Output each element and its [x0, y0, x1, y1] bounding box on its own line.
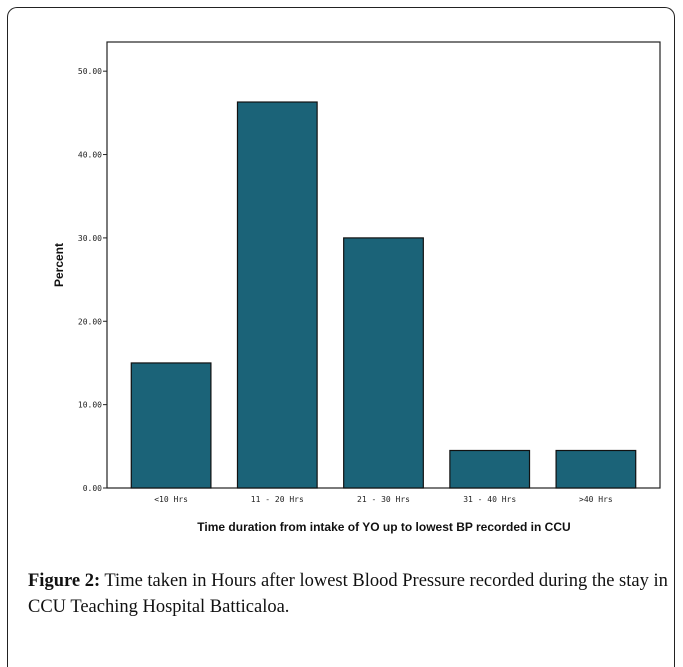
bar	[449, 449, 531, 489]
caption-text: Time taken in Hours after lowest Blood P…	[28, 571, 668, 617]
y-tick-label: 30.00	[78, 234, 102, 243]
bar	[130, 362, 212, 489]
y-tick-label: 20.00	[78, 317, 102, 326]
x-axis-title: Time duration from intake of YO up to lo…	[197, 520, 570, 534]
x-tick-label: >40 Hrs	[579, 495, 613, 504]
bar-chart: 0.00 10.00 20.00 30.00 40.00 50.00 <10 Hrs 11 …	[52, 41, 661, 534]
x-axis: <10 Hrs 11 - 20 Hrs 21 - 30 Hrs 31 - 40 Hrs…	[154, 495, 613, 504]
y-tick-label: 10.00	[78, 401, 102, 410]
bar	[236, 101, 318, 489]
y-tick-label: 0.00	[83, 484, 102, 493]
y-axis-title: Percent	[52, 243, 66, 287]
figure-label: Figure 2:	[28, 571, 101, 591]
x-tick-label: 21 - 30 Hrs	[357, 495, 410, 504]
y-tick-label: 40.00	[78, 151, 102, 160]
bar	[555, 449, 637, 489]
figure-caption: Figure 2: Time taken in Hours after lowe…	[28, 568, 668, 620]
y-tick-label: 50.00	[78, 67, 102, 76]
x-tick-label: 11 - 20 Hrs	[251, 495, 304, 504]
x-tick-label: 31 - 40 Hrs	[463, 495, 516, 504]
bars	[130, 101, 637, 489]
bar	[343, 237, 424, 489]
y-axis: 0.00 10.00 20.00 30.00 40.00 50.00	[78, 67, 107, 493]
x-tick-label: <10 Hrs	[154, 495, 188, 504]
